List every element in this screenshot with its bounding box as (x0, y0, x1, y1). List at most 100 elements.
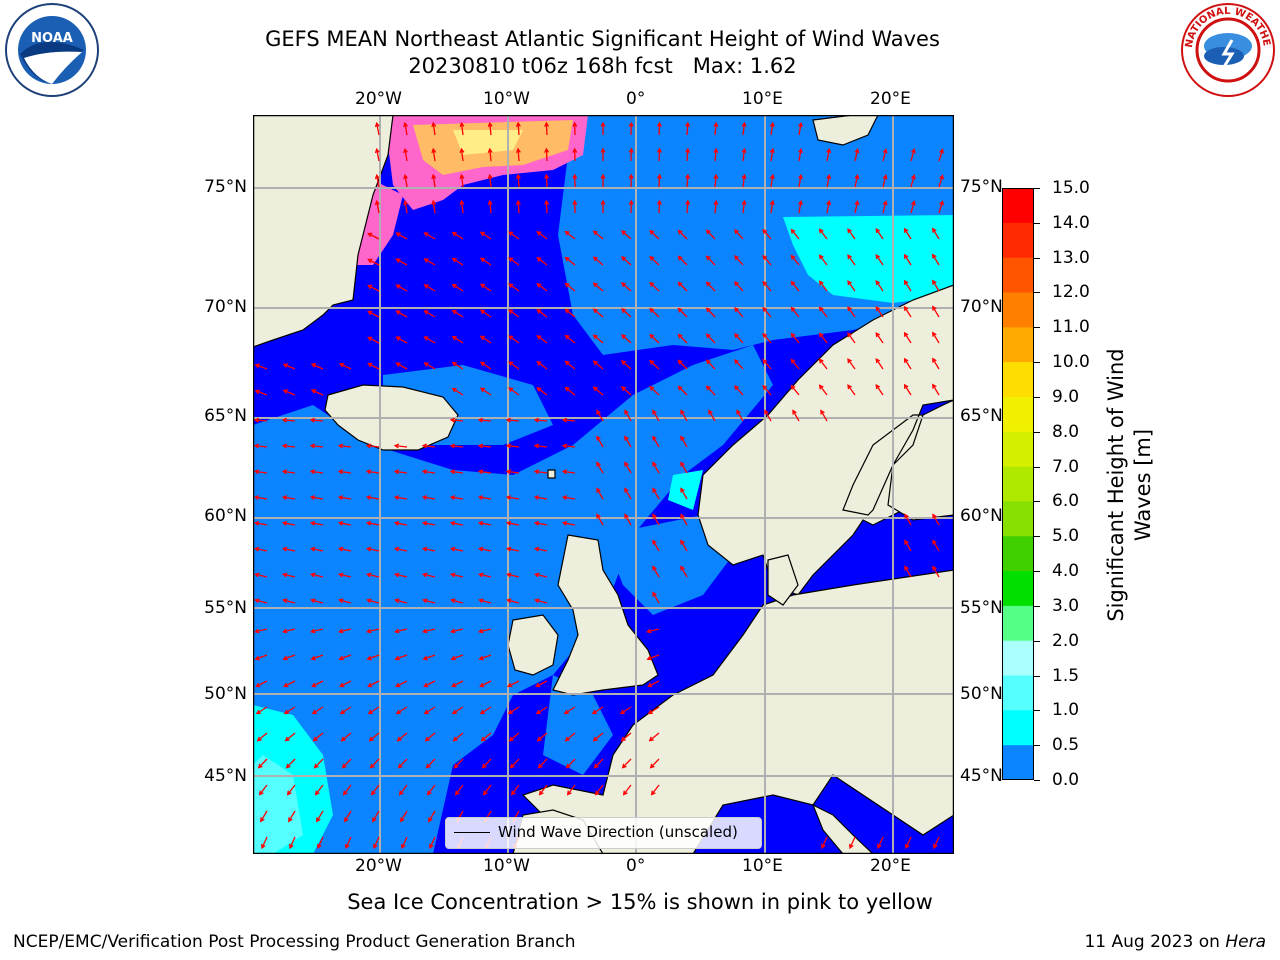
wave-direction-arrowhead (508, 283, 514, 288)
wave-direction-arrow (255, 444, 268, 448)
wave-direction-arrowhead (680, 409, 685, 415)
wave-direction-arrowhead (367, 709, 373, 715)
wave-direction-arrowhead (705, 255, 711, 261)
wave-direction-arrowhead (620, 386, 627, 392)
wave-direction-arrowhead (847, 384, 852, 390)
wave-direction-arrow (904, 228, 912, 240)
wave-direction-arrow (404, 175, 408, 188)
wave-direction-arrowhead (421, 546, 428, 552)
wave-direction-arrowhead (312, 736, 318, 742)
wave-direction-arrow (339, 573, 352, 578)
wave-direction-arrow (395, 573, 408, 578)
wave-direction-arrow (311, 419, 324, 422)
colorbar-tick-mark (1034, 710, 1040, 712)
wave-direction-arrowhead (451, 257, 457, 263)
wave-direction-arrow (452, 284, 464, 292)
wave-direction-arrowhead (515, 173, 521, 179)
wave-direction-arrow (261, 836, 268, 849)
wave-direction-arrowhead (423, 709, 429, 715)
wave-direction-arrowhead (932, 279, 937, 285)
lon-tick-bottom-10e: 10°E (742, 856, 783, 876)
colorbar-swatch (1002, 327, 1034, 363)
wave-direction-arrow (376, 123, 380, 136)
wave-direction-arrowhead (508, 257, 514, 262)
wave-direction-arrow (339, 470, 352, 474)
wave-direction-arrowhead (741, 199, 747, 206)
wave-direction-arrow (714, 175, 717, 188)
wave-direction-arrow (680, 566, 688, 578)
wave-direction-arrow (451, 444, 464, 448)
wave-direction-arrow (395, 654, 408, 660)
wave-direction-arrow (367, 496, 380, 500)
wave-direction-arrowhead (624, 487, 629, 493)
wave-direction-arrowhead (367, 336, 373, 342)
wave-direction-arrow (451, 599, 464, 604)
wave-direction-arrowhead (403, 199, 408, 206)
wave-direction-arrow (877, 836, 884, 849)
lon-tick-bottom-20w: 20°W (355, 856, 402, 876)
wave-direction-arrowhead (487, 121, 493, 127)
colorbar-tick-mark (1034, 536, 1040, 538)
wave-direction-arrow (395, 628, 408, 633)
wave-direction-arrowhead (424, 736, 430, 742)
wave-direction-arrow (734, 281, 744, 292)
wave-direction-arrowhead (564, 334, 570, 340)
wave-direction-arrowhead (533, 443, 540, 449)
wave-direction-arrowhead (459, 199, 465, 206)
wave-direction-arrow (537, 283, 548, 292)
wave-direction-arrowhead (431, 173, 437, 180)
wave-direction-arrowhead (374, 121, 380, 128)
wave-direction-arrow (649, 360, 660, 370)
wave-direction-arrowhead (288, 817, 293, 823)
wave-direction-arrowhead (705, 385, 711, 391)
wave-direction-arrowhead (281, 546, 288, 552)
wave-direction-arrow (706, 307, 716, 318)
wave-direction-arrow (535, 419, 548, 422)
wave-direction-arrow (535, 599, 548, 604)
wave-direction-arrowhead (311, 709, 317, 715)
wave-direction-arrowhead (311, 682, 317, 688)
wave-direction-arrow (507, 419, 520, 422)
wave-direction-arrow (371, 784, 380, 795)
wave-direction-arrow (875, 280, 884, 292)
wave-direction-arrowhead (482, 790, 488, 796)
wave-direction-arrow (537, 257, 548, 266)
wave-direction-arrow (742, 201, 746, 214)
wave-direction-arrow (339, 444, 352, 448)
wave-direction-arrow (283, 496, 296, 500)
wave-direction-arrowhead (762, 280, 768, 286)
wave-direction-arrowhead (561, 443, 568, 449)
wave-direction-arrowhead (487, 147, 493, 153)
wave-direction-arrow (339, 599, 352, 604)
colorbar-tick-mark (1034, 362, 1040, 364)
wave-direction-arrow (680, 410, 688, 422)
wave-direction-arrowhead (680, 539, 685, 545)
wave-direction-arrowhead (477, 572, 484, 578)
wave-direction-arrowhead (685, 147, 691, 153)
wave-direction-arrow (819, 333, 828, 344)
wave-direction-arrowhead (479, 682, 485, 688)
wave-direction-arrowhead (593, 763, 599, 769)
wave-direction-arrowhead (310, 389, 317, 394)
wave-direction-arrowhead (677, 333, 683, 339)
wave-direction-arrow (535, 470, 548, 474)
wave-direction-arrow (826, 149, 830, 162)
wave-direction-arrowhead (535, 682, 541, 688)
wave-direction-arrow (451, 522, 464, 526)
wave-direction-arrowhead (255, 709, 261, 715)
wave-direction-arrow (622, 758, 632, 769)
wave-direction-arrowhead (762, 384, 768, 390)
wave-direction-arrowhead (620, 334, 627, 340)
wave-direction-arrowhead (365, 546, 372, 552)
wave-direction-arrowhead (647, 709, 653, 715)
wave-direction-arrow (563, 522, 576, 526)
wave-direction-arrow (847, 306, 856, 318)
wave-direction-arrow (566, 758, 576, 769)
wave-direction-arrow (479, 654, 492, 660)
wave-direction-arrow (369, 732, 380, 742)
wave-direction-arrowhead (564, 282, 570, 288)
wave-direction-arrow (396, 680, 408, 687)
wave-direction-arrowhead (596, 435, 601, 441)
colorbar-swatch (1002, 640, 1034, 677)
wave-direction-arrowhead (818, 280, 824, 286)
